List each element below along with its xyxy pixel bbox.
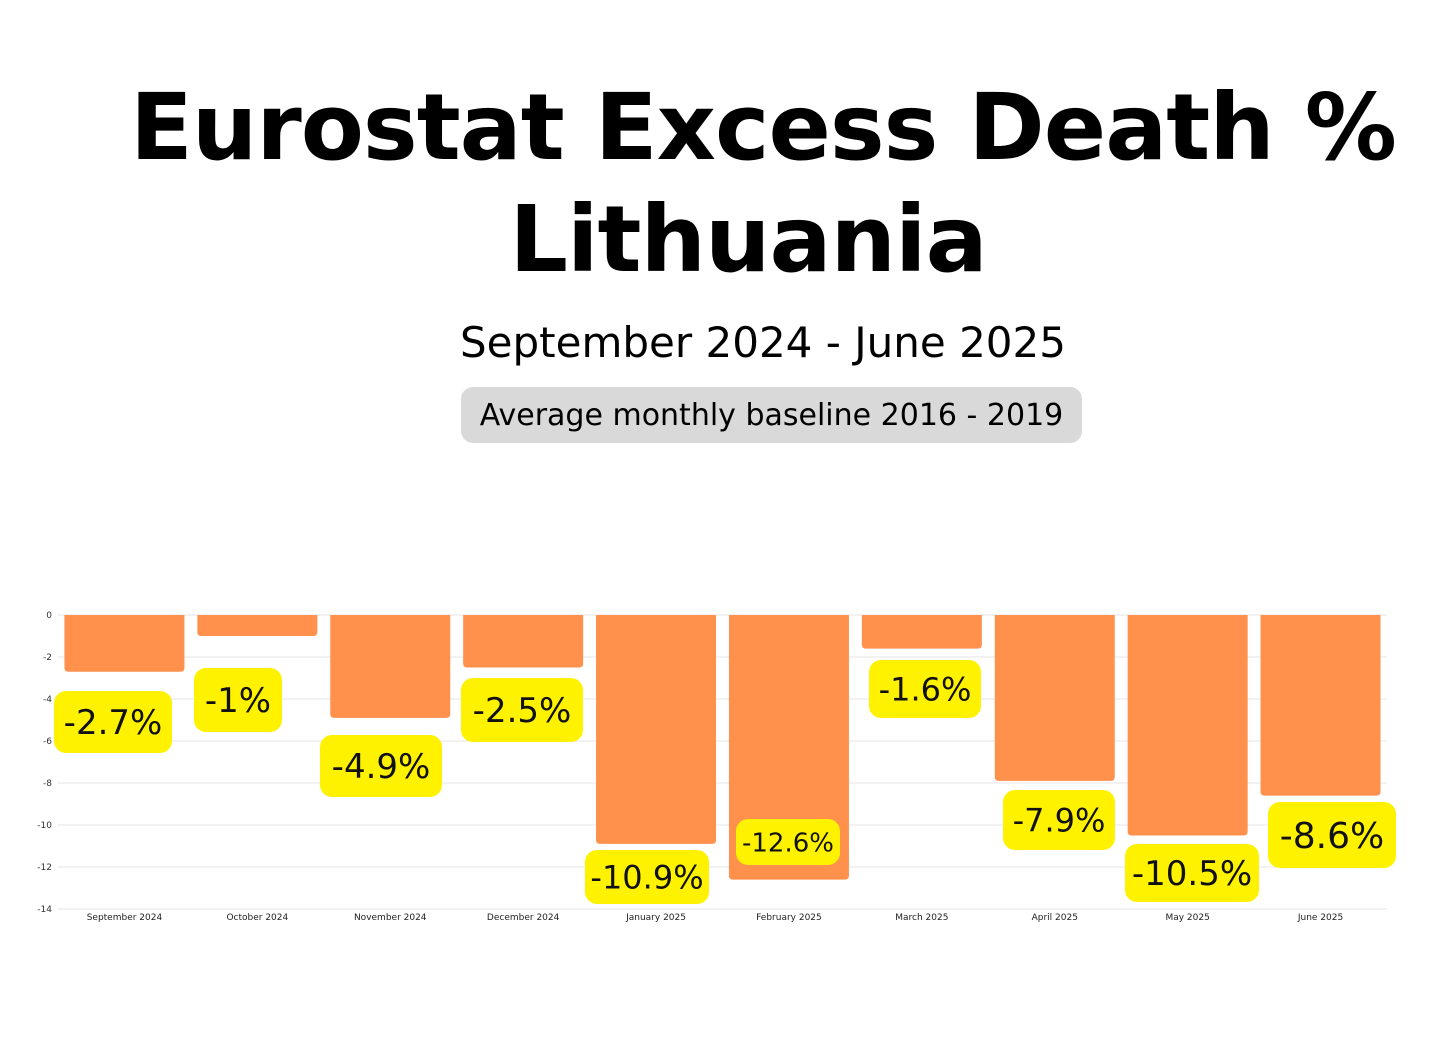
chart-title-line1: Eurostat Excess Death % [130,74,1397,181]
x-tick-label: May 2025 [1165,913,1209,923]
data-label: -8.6% [1280,816,1384,857]
y-tick-label: -14 [37,905,52,915]
data-label: -10.5% [1132,854,1252,894]
data-label-bg [736,819,840,865]
baseline-note: Average monthly baseline 2016 - 2019 [461,387,1082,443]
x-tick-label: November 2024 [354,913,427,923]
bar-chart: 0 -2 -4 -6 -8 -10 -12 -14 September 2024 -2.7% Oct… [37,611,1396,923]
y-tick-label: -4 [43,695,52,705]
data-label-bg [461,678,583,742]
y-tick-label: -8 [43,779,52,789]
y-tick-label: 0 [46,611,52,621]
bar [330,615,451,718]
data-label: -4.9% [332,747,431,787]
x-tick-label: March 2025 [895,913,948,923]
data-label-bg [54,691,172,753]
bar [463,615,584,668]
data-label-bg [1125,844,1259,902]
data-label: -2.5% [473,691,572,731]
data-label-bg [1003,790,1115,850]
data-label: -12.6% [742,828,834,858]
bar [1127,615,1248,836]
bar [861,615,982,649]
y-tick-label: -2 [43,653,52,663]
x-tick-label: June 2025 [1297,913,1343,923]
x-tick-label: September 2024 [87,913,163,923]
y-tick-label: -6 [43,737,52,747]
bar [596,615,717,844]
y-tick-label: -12 [37,863,52,873]
bar [728,615,849,880]
bar [197,615,318,636]
x-tick-label: January 2025 [625,913,686,923]
data-label-bg [194,668,282,732]
data-label-bg [585,850,709,904]
data-label: -1% [205,681,271,721]
x-tick-label: December 2024 [487,913,560,923]
chart-subtitle: September 2024 - June 2025 [460,318,1066,367]
data-label-bg [320,735,442,797]
bar [1260,615,1381,796]
x-tick-label: February 2025 [756,913,822,923]
data-label: -10.9% [590,859,703,897]
y-tick-label: -10 [37,821,52,831]
bar [994,615,1115,781]
x-tick-label: April 2025 [1032,913,1078,923]
chart-title: Eurostat Excess Death % Lithuania [0,72,1456,296]
data-label-bg [869,660,981,718]
x-tick-label: October 2024 [226,913,288,923]
data-label: -1.6% [879,671,972,709]
data-label-bg [1268,802,1396,868]
bar [64,615,185,672]
baseline-note-text: Average monthly baseline 2016 - 2019 [479,397,1064,433]
chart-title-line2: Lithuania [509,186,987,293]
data-label: -2.7% [64,703,163,743]
data-label: -7.9% [1013,802,1106,840]
